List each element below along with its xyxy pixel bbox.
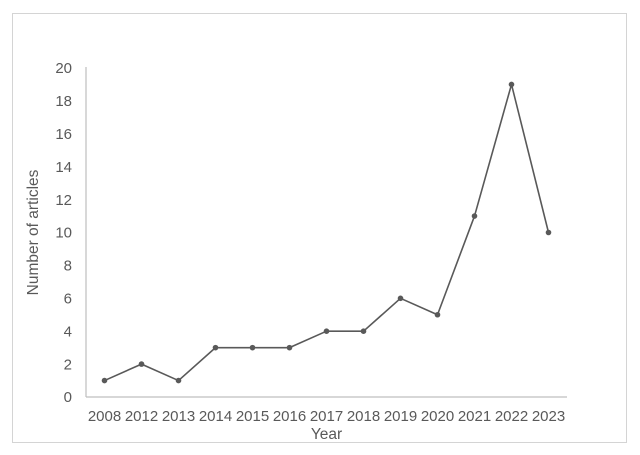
x-tick-label: 2017: [310, 408, 343, 425]
data-point-marker: [545, 229, 552, 236]
x-tick-label: 2012: [125, 408, 158, 425]
x-tick-label: 2016: [273, 408, 306, 425]
x-tick-label: 2022: [495, 408, 528, 425]
y-tick-label: 8: [64, 258, 72, 275]
data-point-marker: [323, 328, 330, 335]
data-point-marker: [397, 295, 404, 302]
x-tick-label: 2018: [347, 408, 380, 425]
data-series-line: [103, 83, 550, 382]
data-point-marker: [249, 344, 256, 351]
x-tick-label: 2023: [532, 408, 565, 425]
y-tick-label: 20: [55, 60, 72, 77]
y-tick-label: 12: [55, 192, 72, 209]
x-tick-label: 2014: [199, 408, 232, 425]
y-tick-label: 14: [55, 159, 72, 176]
y-tick-label: 2: [64, 356, 72, 373]
x-tick-label: 2015: [236, 408, 269, 425]
data-point-marker: [286, 344, 293, 351]
y-tick-label: 16: [55, 126, 72, 143]
data-point-marker: [212, 344, 219, 351]
data-point-marker: [175, 377, 182, 384]
x-tick-label: 2013: [162, 408, 195, 425]
x-tick-label: 2008: [88, 408, 121, 425]
data-point-marker: [138, 361, 145, 367]
x-tick-label: 2019: [384, 408, 417, 425]
x-tick-label: 2021: [458, 408, 491, 425]
y-tick-label: 4: [64, 323, 72, 340]
y-axis-title: Number of articles: [25, 169, 42, 295]
figure-frame: [12, 13, 627, 443]
data-point-marker: [471, 213, 478, 219]
y-tick-label: 0: [64, 389, 72, 406]
x-axis-title: Year: [311, 426, 342, 443]
data-point-marker: [434, 311, 441, 318]
y-tick-label: 10: [55, 225, 72, 242]
x-tick-label: 2020: [421, 408, 454, 425]
data-point-marker: [508, 81, 515, 88]
y-tick-label: 18: [55, 93, 72, 110]
y-tick-label: 6: [64, 291, 72, 308]
data-point-marker: [101, 377, 108, 384]
data-point-marker: [360, 328, 367, 335]
